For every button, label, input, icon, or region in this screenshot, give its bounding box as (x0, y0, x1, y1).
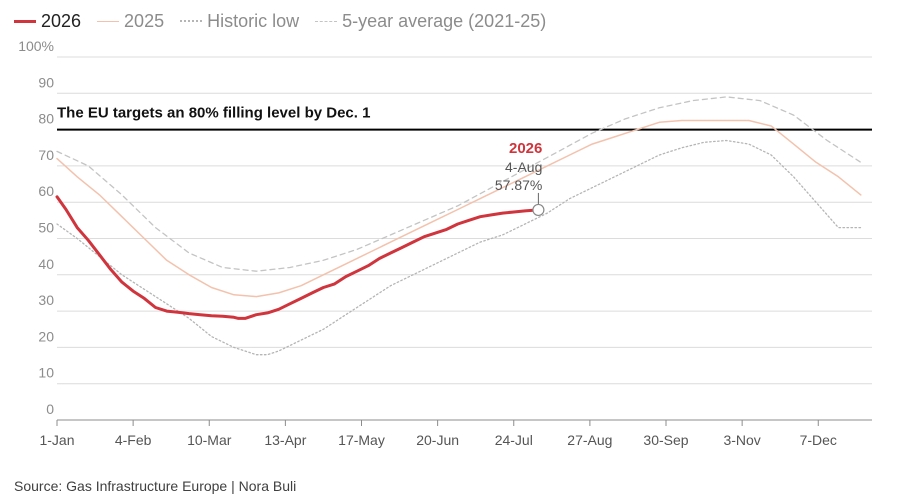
legend-swatch-2025 (97, 20, 120, 22)
annotation-date: 4-Aug (505, 159, 542, 175)
y-tick-label-10: 100% (18, 38, 54, 54)
annotation-marker (532, 203, 545, 217)
y-tick-label-1: 10 (38, 365, 54, 381)
y-tick-label-3: 30 (38, 292, 54, 308)
legend-item-historic-low: Historic low (180, 11, 299, 32)
x-tick-label-9: 3-Nov (723, 432, 760, 448)
x-tick-label-0: 1-Jan (39, 432, 74, 448)
x-tick-label-3: 13-Apr (264, 432, 306, 448)
legend-label-2025: 2025 (124, 10, 165, 31)
series-line-2026 (55, 195, 540, 320)
legend-item-2025: 2025 (97, 11, 164, 32)
y-tick-label-6: 60 (38, 183, 54, 199)
legend-item-2026: 2026 (14, 11, 81, 32)
legend-swatch-2026 (14, 19, 36, 23)
y-tick-label-4: 40 (38, 256, 54, 272)
legend-swatch-5-year-average (315, 20, 338, 22)
legend-item-5-year-average: 5-year average (2021-25) (315, 11, 546, 32)
x-tick-label-10: 7-Dec (800, 432, 837, 448)
x-tick-label-7: 27-Aug (567, 432, 612, 448)
series-line-historic-low (56, 139, 862, 356)
legend-label-historic-low: Historic low (207, 10, 300, 31)
chart-legend: 2026 2025 Historic low 5-year average (2… (14, 9, 562, 33)
annotation-value: 57.87% (495, 177, 542, 193)
y-tick-label-5: 50 (38, 220, 54, 236)
x-tick-label-4: 17-May (338, 432, 385, 448)
x-tick-label-6: 24-Jul (495, 432, 533, 448)
x-tick-label-5: 20-Jun (416, 432, 459, 448)
series-line-5-year-average-2021-25 (56, 96, 862, 272)
annotation-title: 2026 (509, 140, 542, 157)
y-tick-label-2: 20 (38, 328, 54, 344)
legend-label-2026: 2026 (41, 10, 82, 31)
x-tick-label-1: 4-Feb (115, 432, 152, 448)
source-note: Source: Gas Infrastructure Europe | Nora… (14, 478, 297, 494)
x-tick-label-2: 10-Mar (187, 432, 232, 448)
y-tick-label-0: 0 (46, 401, 54, 417)
legend-swatch-historic-low (180, 20, 203, 22)
y-tick-label-7: 70 (38, 147, 54, 163)
legend-label-5-year-average: 5-year average (2021-25) (342, 10, 547, 31)
series-line-2025 (56, 119, 862, 298)
target-line-label: The EU targets an 80% filling level by D… (57, 105, 370, 122)
y-tick-label-8: 80 (38, 111, 54, 127)
y-tick-label-9: 90 (38, 74, 54, 90)
x-tick-label-8: 30-Sep (643, 432, 688, 448)
